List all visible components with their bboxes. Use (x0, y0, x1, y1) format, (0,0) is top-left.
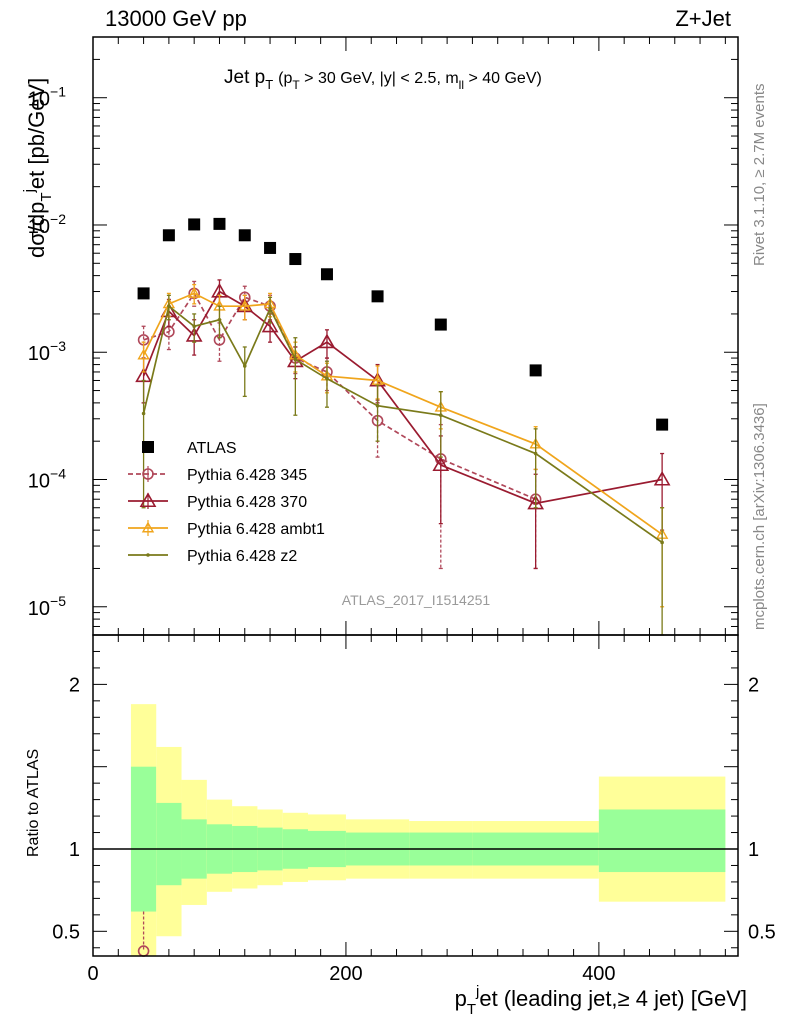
series-marker (142, 468, 154, 480)
y-tick-label: 10−3 (28, 338, 66, 365)
y-tick-label: 10−4 (28, 466, 66, 493)
series-marker (141, 521, 155, 533)
atlas-data-point (434, 318, 447, 331)
header-left: 13000 GeV pp (105, 6, 247, 31)
main-plot-layer: 10−5 10−4 10−3 10−2 10−1 (28, 37, 738, 636)
uncertainty-band-inner (156, 802, 182, 886)
atlas-data-point (238, 229, 251, 242)
series-marker (261, 317, 279, 333)
atlas-data-point (656, 418, 669, 431)
atlas-data-point (320, 268, 333, 281)
atlas-data-point (264, 241, 277, 254)
ratio-plot-frame (92, 634, 739, 957)
atlas-data-point (213, 217, 226, 230)
legend-label: ATLAS (187, 440, 237, 457)
analysis-watermark: ATLAS_2017_I1514251 (342, 592, 491, 608)
ratio-y-axis-label: Ratio to ATLAS (25, 749, 42, 857)
legend-label: Pythia 6.428 z2 (187, 548, 297, 565)
atlas-data-point (137, 287, 150, 300)
legend-item-p345: Pythia 6.428 345 (128, 466, 307, 484)
legend-item-atlas: ATLAS (142, 440, 237, 457)
series-marker (139, 492, 157, 508)
x-axis-label: pTjet (leading jet,≥ 4 jet) [GeV] (455, 983, 747, 1018)
uncertainty-band-inner (598, 809, 726, 873)
x-tick-label: 0 (87, 963, 98, 985)
series-marker (527, 494, 545, 510)
series-atlas (137, 217, 669, 431)
atlas-data-point (371, 290, 384, 303)
series-line (142, 290, 663, 505)
plot-title: Jet pT (pT > 30 GeV, |y| < 2.5, mll > 40 … (224, 67, 542, 92)
series-marker (217, 317, 222, 322)
legend-marker (142, 441, 154, 453)
series-marker (325, 376, 329, 381)
series-marker (137, 348, 150, 360)
series-marker (192, 324, 196, 329)
legend-label: Pythia 6.428 ambt1 (187, 521, 325, 538)
legend-item-p370: Pythia 6.428 370 (128, 492, 307, 511)
series-marker (653, 470, 671, 486)
legend-item-ambt1: Pythia 6.428 ambt1 (128, 520, 325, 538)
ratio-y-tick-label: 1 (69, 839, 80, 861)
atlas-data-point (289, 253, 302, 266)
series-marker (660, 540, 664, 545)
series-marker (375, 403, 380, 408)
series-marker (432, 456, 450, 472)
atlas-data-point (529, 364, 542, 377)
y-tick-label: 10−2 (28, 211, 66, 238)
series-z2 (141, 294, 665, 636)
series-marker (167, 304, 171, 309)
ratio-y-tick-label-right: 2 (748, 674, 759, 696)
legend-label: Pythia 6.428 370 (187, 494, 307, 511)
series-marker (238, 299, 251, 311)
ratio-plot-layer: 0 200 400 0.5 0.5 1 1 2 2 (52, 635, 776, 985)
series-marker (318, 333, 336, 349)
series-marker (533, 451, 538, 456)
series-marker (268, 306, 272, 311)
uncertainty-band-inner (130, 766, 157, 912)
ratio-y-tick-label: 0.5 (52, 921, 80, 943)
series-marker (293, 357, 298, 362)
x-tick-label: 200 (329, 963, 362, 985)
series-marker (371, 374, 384, 385)
series-marker (438, 413, 443, 418)
series-marker (146, 553, 150, 557)
legend-label: Pythia 6.428 345 (187, 467, 307, 484)
rivet-label: Rivet 3.1.10, ≥ 2.7M events (751, 84, 768, 267)
legend: ATLAS Pythia 6.428 345 Pythia 6.428 370 Pyt… (128, 440, 325, 565)
mcplots-label: mcplots.cern.ch [arXiv:1306.3436] (751, 403, 768, 630)
y-tick-label: 10−1 (28, 84, 66, 111)
series-line (142, 304, 663, 544)
series-marker (242, 364, 247, 368)
atlas-data-point (162, 229, 175, 242)
series-marker (187, 286, 201, 298)
atlas-data-point (188, 218, 201, 231)
legend-item-z2: Pythia 6.428 z2 (128, 548, 297, 565)
ratio-y-tick-label-right: 1 (748, 839, 759, 861)
x-tick-label: 400 (582, 963, 615, 985)
y-axis-label: dσ/dpTjet [pb/GeV] (21, 78, 55, 258)
series-marker (141, 411, 146, 416)
ratio-y-tick-label: 2 (69, 674, 80, 696)
header-right: Z+Jet (675, 6, 731, 31)
ratio-y-tick-label-right: 0.5 (748, 921, 776, 943)
y-tick-label: 10−5 (28, 593, 66, 620)
